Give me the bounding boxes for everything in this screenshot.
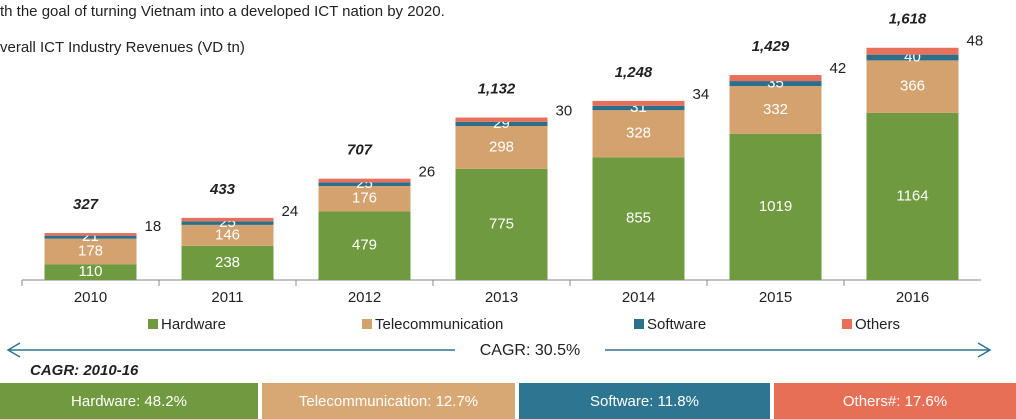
- legend-swatch: [362, 319, 372, 329]
- segment-label: 48: [967, 33, 984, 50]
- legend-swatch: [148, 319, 158, 329]
- legend-label: Telecommunication: [375, 316, 503, 333]
- cagr-box-label: Telecommunication: 12.7%: [299, 393, 478, 410]
- bar-segment: [318, 178, 411, 183]
- total-label: 433: [209, 181, 236, 198]
- bar-segment: [729, 75, 822, 82]
- segment-label: 21: [82, 228, 99, 245]
- x-tick-label: 2011: [211, 289, 243, 306]
- bar-segment: [729, 133, 822, 280]
- arrow-heads: [6, 342, 992, 358]
- cagr-box-label: Others#: 17.6%: [843, 393, 947, 410]
- x-tick-label: 2013: [485, 289, 518, 306]
- bar-segment: [592, 105, 685, 111]
- legend-label: Software: [647, 316, 706, 333]
- legend-swatch: [634, 319, 644, 329]
- bar-segment: [455, 168, 548, 280]
- segment-label: 25: [356, 175, 373, 192]
- segment-label: 25: [219, 214, 236, 231]
- cagr-box-label: Software: 11.8%: [590, 393, 699, 410]
- x-tick-label: 2015: [759, 289, 792, 306]
- bar-segment: [592, 157, 685, 280]
- segment-label: 176: [352, 190, 377, 207]
- segment-label: 479: [352, 237, 377, 254]
- legend-swatch: [842, 319, 852, 329]
- title: th the goal of turning Vietnam into a de…: [0, 3, 445, 20]
- segment-label: 18: [145, 218, 162, 235]
- bar-segment: [455, 117, 548, 122]
- x-tick-label: 2014: [622, 289, 655, 306]
- cagr-box: [774, 383, 1016, 419]
- bar-segment: [729, 86, 822, 134]
- cagr-box: [519, 383, 770, 419]
- bar-segment: [181, 217, 274, 222]
- segment-label: 24: [282, 203, 299, 220]
- cagr-heading: CAGR: 2010-16: [30, 362, 139, 379]
- bar-segment: [181, 221, 274, 225]
- bar-segment: [592, 110, 685, 158]
- segment-label: 110: [79, 263, 103, 280]
- total-label: 1,132: [478, 80, 516, 97]
- cagr-box: [262, 383, 515, 419]
- bar-segment: [318, 185, 411, 212]
- segment-label: 42: [830, 60, 847, 77]
- cagr-box-label: Hardware: 48.2%: [71, 393, 187, 410]
- bar-segment: [181, 245, 274, 280]
- bar-segment: [44, 233, 137, 236]
- segment-label: 30: [556, 102, 573, 119]
- segment-label: 1019: [759, 198, 792, 215]
- bar-segment: [181, 224, 274, 246]
- bar-segment: [455, 125, 548, 169]
- bar-segment: [729, 81, 822, 87]
- bar-segment: [455, 121, 548, 126]
- segment-label: 775: [489, 215, 514, 232]
- segment-label: 366: [900, 78, 925, 95]
- subtitle: verall ICT Industry Revenues (VD tn): [0, 39, 245, 56]
- total-label: 327: [73, 196, 99, 213]
- total-label: 1,429: [752, 38, 790, 55]
- bar-segment: [866, 54, 959, 61]
- cagr-box: [0, 383, 258, 419]
- bar-segment: [318, 182, 411, 186]
- segment-label: 328: [626, 125, 651, 142]
- legend-label: Others: [855, 316, 900, 333]
- bar-segment: [592, 100, 685, 106]
- segment-label: 178: [78, 242, 103, 259]
- segment-label: 855: [626, 210, 651, 227]
- bar-segment: [866, 60, 959, 113]
- legend-label: Hardware: [161, 316, 226, 333]
- bar-segment: [44, 238, 137, 265]
- x-tick-label: 2012: [348, 289, 381, 306]
- bar-segment: [866, 112, 959, 280]
- segment-label: 26: [419, 164, 436, 181]
- total-label: 707: [347, 142, 373, 159]
- segment-label: 1164: [896, 187, 928, 204]
- bar-segment: [44, 235, 137, 239]
- total-label: 1,248: [615, 64, 653, 81]
- bar-segment: [44, 264, 137, 280]
- segment-label: 332: [763, 101, 788, 118]
- segment-label: 146: [215, 226, 240, 243]
- cagr-overall: CAGR: 30.5%: [480, 342, 580, 359]
- segment-label: 29: [493, 115, 510, 132]
- x-tick-label: 2010: [74, 289, 107, 306]
- segment-label: 238: [215, 254, 240, 271]
- segment-label: 298: [489, 138, 514, 155]
- bar-segment: [866, 47, 959, 55]
- bar-segment: [318, 211, 411, 280]
- segment-label: 34: [693, 86, 710, 103]
- x-tick-label: 2016: [896, 289, 929, 306]
- total-label: 1,618: [889, 11, 927, 28]
